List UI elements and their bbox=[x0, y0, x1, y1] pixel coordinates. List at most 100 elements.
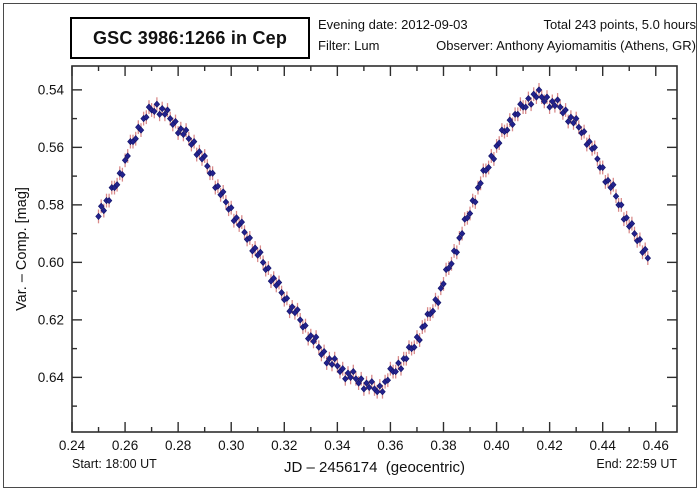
data-point bbox=[509, 120, 516, 128]
data-point bbox=[161, 110, 169, 118]
data-point bbox=[320, 347, 328, 356]
page-title: GSC 3986:1266 in Cep bbox=[92, 27, 288, 48]
data-point bbox=[227, 204, 235, 212]
data-point bbox=[506, 116, 514, 124]
data-point bbox=[453, 248, 461, 256]
data-point bbox=[373, 388, 381, 396]
end-time-label: End: 22:59 UT bbox=[596, 457, 677, 471]
data-point bbox=[214, 182, 222, 190]
data-point bbox=[384, 376, 392, 384]
data-point bbox=[190, 138, 198, 146]
data-point bbox=[472, 198, 479, 206]
data-point bbox=[113, 181, 121, 189]
data-point bbox=[586, 138, 593, 146]
data-point bbox=[357, 375, 365, 383]
data-point bbox=[347, 373, 354, 381]
observer-label: Observer: Anthony Ayiomamitis (Athens, G… bbox=[436, 38, 696, 53]
data-point bbox=[527, 100, 535, 108]
data-point bbox=[315, 343, 323, 351]
data-point bbox=[310, 337, 317, 345]
y-tick-labels: 0.54 0.56 0.58 0.60 0.62 0.64 bbox=[38, 82, 65, 385]
y-axis-ticks bbox=[72, 89, 677, 407]
data-point bbox=[278, 289, 285, 297]
data-point bbox=[365, 383, 373, 391]
data-point bbox=[567, 113, 575, 121]
x-tick-label: 0.36 bbox=[377, 438, 403, 453]
data-point bbox=[233, 214, 240, 222]
data-point bbox=[259, 258, 267, 266]
data-point bbox=[628, 220, 636, 228]
header-line-2: Filter: Lum Observer: Anthony Ayiomamiti… bbox=[318, 35, 696, 56]
data-point bbox=[334, 362, 341, 370]
data-point bbox=[174, 129, 182, 137]
data-point bbox=[556, 103, 564, 111]
data-point bbox=[182, 126, 190, 134]
data-point bbox=[246, 234, 254, 242]
data-point bbox=[352, 375, 360, 383]
data-point bbox=[222, 198, 230, 206]
data-point bbox=[543, 93, 551, 101]
data-point bbox=[204, 162, 211, 170]
data-point bbox=[166, 115, 174, 123]
data-point bbox=[283, 294, 291, 302]
data-point bbox=[411, 343, 418, 351]
data-point bbox=[180, 130, 187, 138]
data-point bbox=[143, 113, 150, 121]
data-point bbox=[477, 179, 484, 187]
data-point bbox=[618, 201, 625, 209]
data-point bbox=[580, 128, 588, 136]
data-point bbox=[312, 333, 320, 341]
data-point bbox=[541, 97, 548, 105]
evening-date-label: Evening date: 2012-09-03 bbox=[318, 17, 468, 32]
data-point bbox=[474, 184, 482, 192]
header-line-1: Evening date: 2012-09-03 Total 243 point… bbox=[318, 14, 696, 35]
data-point bbox=[591, 143, 598, 151]
filter-label: Filter: Lum bbox=[318, 38, 380, 53]
data-point bbox=[395, 359, 402, 367]
data-point bbox=[294, 306, 301, 314]
data-point bbox=[355, 379, 362, 387]
data-point bbox=[328, 360, 336, 368]
data-point bbox=[172, 117, 179, 126]
data-point bbox=[525, 94, 532, 103]
data-point bbox=[238, 218, 246, 226]
x-axis-ticks bbox=[71, 66, 657, 432]
title-box: GSC 3986:1266 in Cep bbox=[70, 17, 310, 59]
data-point bbox=[270, 274, 277, 282]
data-point bbox=[434, 299, 442, 307]
data-point bbox=[392, 368, 399, 376]
data-point bbox=[485, 163, 492, 172]
data-point bbox=[344, 369, 352, 377]
data-point bbox=[360, 385, 368, 393]
data-point bbox=[599, 163, 606, 172]
data-point bbox=[326, 355, 333, 363]
start-time-label: Start: 18:00 UT bbox=[72, 457, 157, 471]
data-point bbox=[156, 110, 163, 118]
data-point bbox=[97, 202, 105, 210]
plot-frame bbox=[71, 65, 678, 433]
data-point bbox=[241, 228, 248, 236]
data-point bbox=[440, 280, 447, 288]
data-point bbox=[257, 248, 264, 256]
data-point bbox=[100, 207, 108, 215]
x-tick-label: 0.32 bbox=[271, 438, 297, 453]
data-point bbox=[342, 375, 349, 383]
data-point bbox=[397, 365, 405, 373]
data-point bbox=[604, 176, 612, 184]
data-point bbox=[551, 102, 559, 110]
x-tick-label: 0.40 bbox=[483, 438, 509, 453]
data-point bbox=[151, 107, 158, 115]
data-point bbox=[323, 359, 330, 367]
data-point bbox=[522, 103, 529, 111]
data-point bbox=[549, 97, 556, 105]
x-tick-label: 0.30 bbox=[218, 438, 244, 453]
data-point bbox=[132, 135, 139, 143]
x-tick-label: 0.38 bbox=[430, 438, 456, 453]
data-point bbox=[368, 378, 376, 386]
data-point bbox=[105, 197, 113, 205]
data-point bbox=[201, 152, 208, 160]
data-point bbox=[288, 303, 296, 311]
data-point bbox=[535, 86, 543, 94]
data-point bbox=[533, 93, 540, 101]
